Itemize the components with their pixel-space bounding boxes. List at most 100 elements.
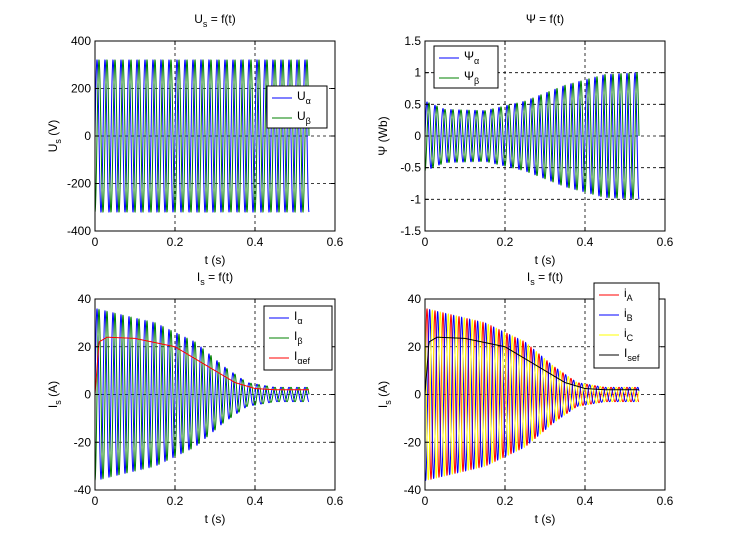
y-axis-label-main: U (46, 144, 60, 153)
y-tick-label: 0 (84, 388, 91, 402)
subplot-2: 0 0.2 0.4 0.6 -1.5 -1 -0.5 0 0.5 1 1.5 Ψ = f(t) t (s… (376, 12, 674, 267)
legend-entry-main: I (294, 309, 297, 323)
x-tick-label: 0.6 (327, 235, 344, 249)
legend-entry-main: I (294, 349, 297, 363)
y-axis-label-subscript: s (53, 139, 63, 144)
y-axis-label-main: I (376, 405, 390, 408)
subplot-1: 0 0.2 0.4 0.6 -400 -200 0 200 400 Us = f(t) t (s) U… (46, 12, 344, 267)
chart-title-subscript: s (203, 19, 208, 29)
x-axis-label: t (s) (205, 512, 226, 526)
x-tick-label: 0.2 (167, 494, 184, 508)
y-tick-label: 40 (408, 292, 422, 306)
subplot-4: 0 0.2 0.4 0.6 -40 -20 0 20 40 Is = f(t) t (s) Is (A… (376, 270, 674, 526)
series-group (424, 71, 640, 200)
legend-entry-main: U (297, 89, 306, 103)
legend-entry-main: i (624, 306, 627, 320)
chart-title: Us = f(t) (194, 12, 236, 29)
legend-entry-subscript: B (627, 313, 633, 323)
x-tick-label: 0.2 (497, 235, 514, 249)
y-tick-label: -40 (404, 483, 422, 497)
x-tick-label: 0.6 (327, 494, 344, 508)
legend-entry-main: I (294, 329, 297, 343)
legend-entry: Uβ (297, 109, 311, 126)
y-axis-label-rest: (A) (46, 381, 60, 400)
chart-title-main: U (194, 12, 203, 26)
y-tick-label: -400 (67, 224, 91, 238)
series-line-i-b (424, 308, 640, 482)
y-tick-label: 0 (414, 388, 421, 402)
legend-entry-subscript: α (474, 56, 479, 66)
chart-title-subscript: s (200, 277, 205, 287)
y-axis-label-main: I (46, 405, 60, 408)
legend-entry-subscript: αef (297, 356, 310, 366)
legend-entry-main: U (297, 109, 306, 123)
x-tick-label: 0 (422, 235, 429, 249)
y-tick-label: 0 (84, 129, 91, 143)
legend-entry: iC (624, 326, 634, 343)
legend-entry-main: i (624, 326, 627, 340)
legend-entry: Iβ (294, 329, 303, 346)
y-tick-label: 400 (71, 34, 91, 48)
series-line-i-c (424, 309, 640, 481)
chart-title: Is = f(t) (527, 270, 563, 287)
legend-entry-subscript: β (306, 116, 311, 126)
chart-title-rest: = f(t) (535, 270, 563, 284)
y-axis-label-rest: (V) (46, 120, 60, 139)
chart-title: Is = f(t) (197, 270, 233, 287)
x-tick-label: 0 (92, 494, 99, 508)
y-tick-label: 40 (78, 292, 92, 306)
y-axis-label-subscript: s (383, 400, 393, 405)
y-tick-label: -200 (67, 177, 91, 191)
series-group (424, 307, 640, 482)
x-axis-label: t (s) (535, 253, 556, 267)
y-axis-label: Us (V) (46, 120, 63, 153)
legend-entry-subscript: β (474, 76, 479, 86)
legend-entry-subscript: α (306, 96, 311, 106)
series-line-i-β (94, 308, 310, 481)
y-tick-label: -1.5 (400, 224, 421, 238)
y-tick-label: 20 (408, 340, 422, 354)
legend-entry-main: Ψ (464, 49, 474, 63)
series-line-i-αef (94, 336, 309, 395)
y-axis-label: Is (A) (46, 381, 63, 408)
legend-entry: Iα (294, 309, 303, 326)
legend-entry-main: Ψ (464, 69, 474, 83)
legend-entry: iB (624, 306, 633, 323)
legend-entry-subscript: β (297, 336, 302, 346)
y-axis-label: Is (A) (376, 381, 393, 408)
legend-entry: Isef (624, 346, 640, 363)
legend-entry-subscript: A (627, 293, 633, 303)
y-tick-label: 1 (414, 66, 421, 80)
y-tick-label: -20 (404, 435, 422, 449)
chart-title-main: I (197, 270, 200, 284)
chart-title-main: I (527, 270, 530, 284)
series-line-i-sef (424, 336, 639, 395)
x-tick-label: 0.6 (657, 235, 674, 249)
y-tick-label: 200 (71, 82, 91, 96)
chart-title-subscript: s (530, 277, 535, 287)
y-tick-label: -0.5 (400, 161, 421, 175)
legend-entry-main: i (624, 286, 627, 300)
legend-entry: iA (624, 286, 633, 303)
y-tick-label: 0.5 (404, 97, 421, 111)
series-line-i-a (424, 307, 640, 481)
y-tick-label: -20 (74, 435, 92, 449)
x-axis-label: t (s) (205, 253, 226, 267)
y-tick-label: 1.5 (404, 34, 421, 48)
x-axis-label: t (s) (535, 512, 556, 526)
legend-box (266, 85, 328, 129)
y-axis-label-subscript: s (53, 400, 63, 405)
legend-entry-main: I (624, 346, 627, 360)
x-tick-label: 0 (92, 235, 99, 249)
x-tick-label: 0 (422, 494, 429, 508)
legend-entry: Iαef (294, 349, 311, 366)
x-tick-label: 0.4 (247, 235, 264, 249)
legend-entry-subscript: α (297, 316, 302, 326)
subplot-3: 0 0.2 0.4 0.6 -40 -20 0 20 40 Is = f(t) t (s) Is (A… (46, 270, 344, 526)
y-tick-label: -40 (74, 483, 92, 497)
